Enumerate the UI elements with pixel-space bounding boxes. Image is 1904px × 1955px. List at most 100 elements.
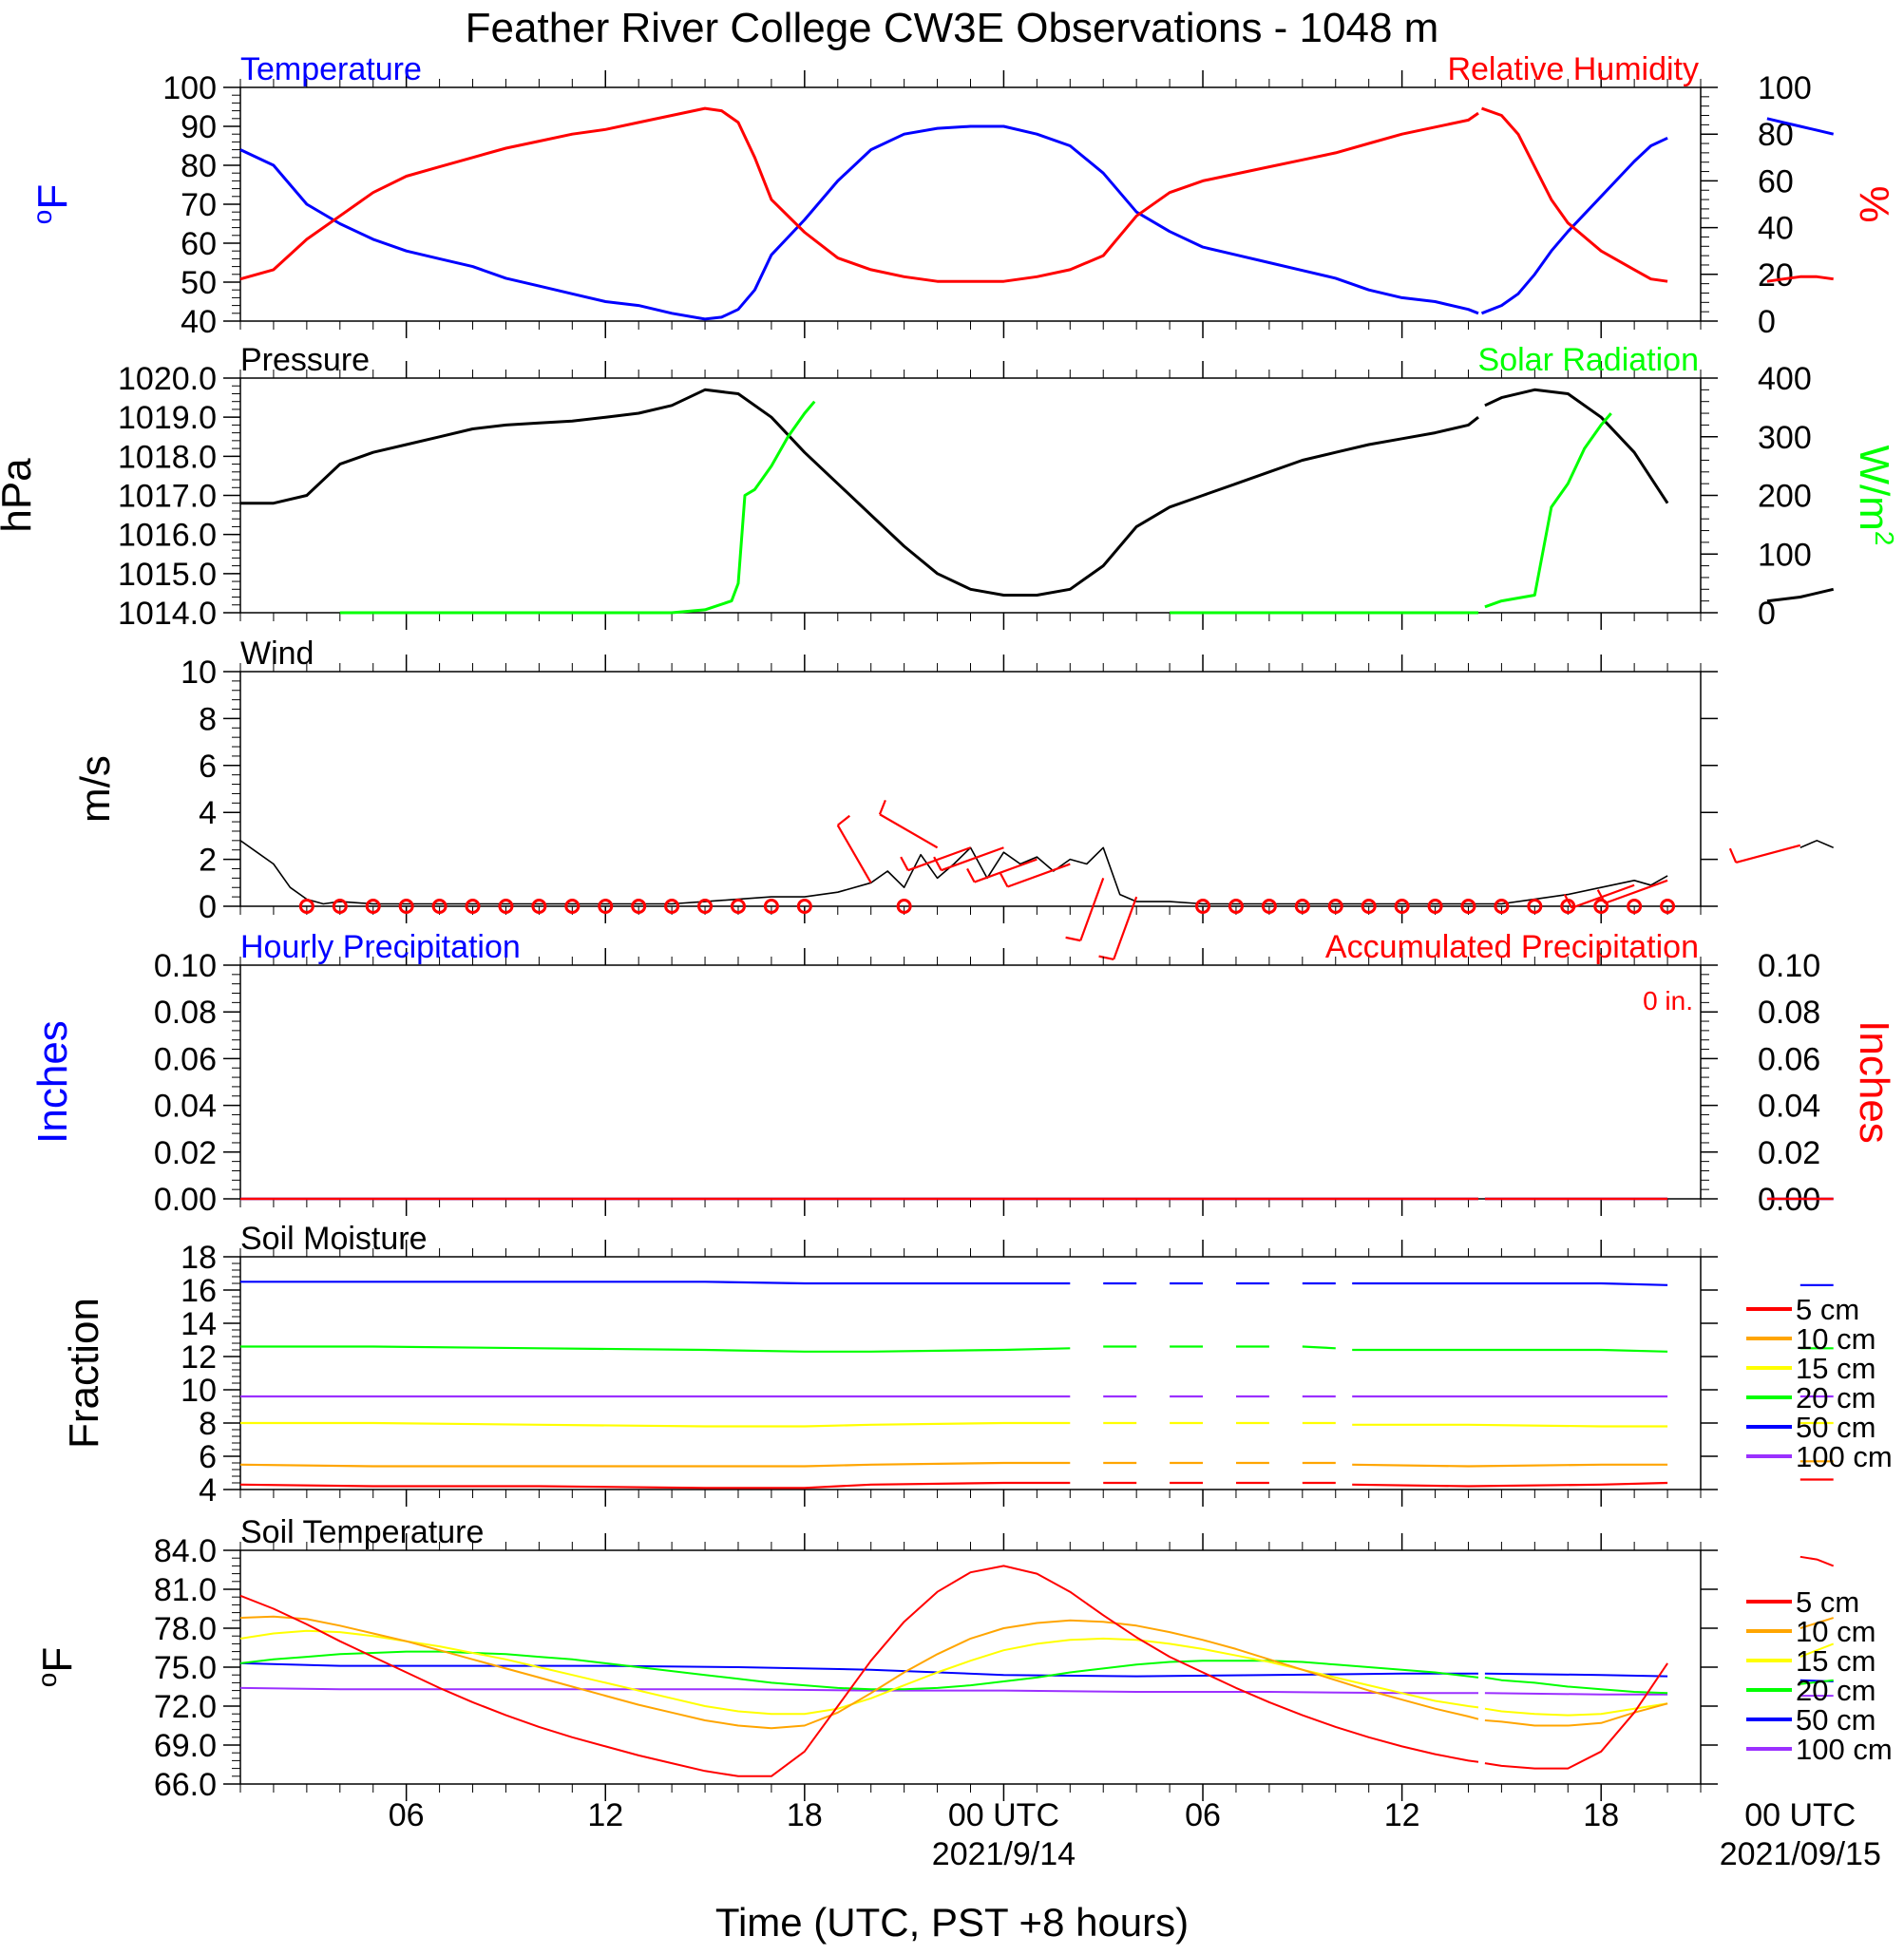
y-tick-label: 4 bbox=[199, 795, 217, 831]
calm-wind-circle bbox=[1195, 899, 1211, 914]
y-tick-label: 90 bbox=[181, 109, 217, 145]
legend-label: 100 cm bbox=[1796, 1440, 1893, 1473]
panel-title-left: Wind bbox=[240, 636, 314, 672]
series-wind bbox=[239, 840, 1835, 905]
panel-title-right: Solar Radiation bbox=[1478, 342, 1699, 378]
y-tick-label: 1018.0 bbox=[118, 439, 217, 475]
wind-barb-flag bbox=[999, 872, 1009, 888]
legend-label: 5 cm bbox=[1796, 1293, 1859, 1326]
y-tick-label: 0.02 bbox=[154, 1135, 217, 1171]
calm-wind-circle bbox=[796, 899, 812, 914]
calm-wind-circle bbox=[631, 899, 647, 914]
calm-wind-circle bbox=[498, 899, 514, 914]
calm-wind-circle bbox=[730, 899, 746, 914]
series-solar-radiation bbox=[339, 400, 1612, 615]
y-tick-label: 100 bbox=[162, 70, 217, 106]
y-tick-label: 16 bbox=[181, 1273, 217, 1309]
panel-title-left: Soil Moisture bbox=[240, 1221, 428, 1257]
y-tick-label: 14 bbox=[181, 1306, 217, 1342]
y-tick-right-label: 0.04 bbox=[1758, 1089, 1820, 1125]
y-tick-label: 80 bbox=[181, 148, 217, 184]
y-tick-label: 1019.0 bbox=[118, 400, 217, 436]
series-pressure bbox=[240, 388, 1835, 603]
panel-frame bbox=[239, 1549, 1702, 1785]
series-10-cm bbox=[239, 1615, 1834, 1730]
wind-barb-flag bbox=[1596, 889, 1607, 904]
legend-label: 20 cm bbox=[1796, 1674, 1875, 1707]
y-tick-label: 0.06 bbox=[154, 1041, 217, 1077]
y-axis-label: m/s bbox=[72, 755, 119, 823]
wind-barb-flag bbox=[1065, 936, 1081, 942]
wind-barb bbox=[907, 846, 971, 872]
wind-barb-flag bbox=[900, 856, 909, 871]
calm-wind-circle bbox=[1394, 899, 1410, 914]
y-axis-label: oF bbox=[32, 1647, 81, 1687]
panel-title-right: Relative Humidity bbox=[1447, 51, 1699, 87]
wind-barb bbox=[1113, 896, 1138, 960]
calm-wind-circle bbox=[763, 899, 779, 914]
panel-title-right: Accumulated Precipitation bbox=[1325, 929, 1699, 965]
wind-barb-flag bbox=[878, 799, 886, 815]
calm-wind-circle bbox=[431, 899, 447, 914]
calm-wind-circle bbox=[1660, 899, 1676, 914]
y-tick-label: 1016.0 bbox=[118, 518, 217, 554]
series-temperature bbox=[239, 117, 1835, 321]
calm-wind-circle bbox=[1527, 899, 1543, 914]
degree-sup: o bbox=[32, 1673, 62, 1688]
series-10-cm bbox=[239, 1460, 1834, 1468]
accumulated-total-label: 0 in. bbox=[1643, 986, 1693, 1015]
panel-frame bbox=[239, 1256, 1702, 1490]
calm-wind-circle bbox=[564, 899, 581, 914]
y-tick-label: 66.0 bbox=[154, 1767, 217, 1803]
calm-wind-circle bbox=[465, 899, 481, 914]
y-tick-label: 81.0 bbox=[154, 1572, 217, 1608]
legend-label: 20 cm bbox=[1796, 1381, 1875, 1414]
unit-sup: 2 bbox=[1870, 531, 1899, 546]
y-axis-label-right: % bbox=[1851, 185, 1897, 222]
x-tick-label: 12 bbox=[1384, 1797, 1420, 1833]
calm-wind-circle bbox=[598, 899, 614, 914]
y-tick-label: 6 bbox=[199, 749, 217, 785]
x-tick-label: 12 bbox=[587, 1797, 623, 1833]
degree-sup: o bbox=[28, 210, 57, 225]
x-tick-label: 06 bbox=[1185, 1797, 1221, 1833]
calm-wind-circle bbox=[664, 899, 680, 914]
y-tick-label: 4 bbox=[199, 1472, 217, 1509]
legend-label: 10 cm bbox=[1796, 1615, 1875, 1648]
wind-barb bbox=[836, 825, 872, 883]
legend-label: 100 cm bbox=[1796, 1733, 1893, 1766]
calm-wind-circle bbox=[1593, 899, 1609, 914]
x-tick-label: 00 UTC bbox=[948, 1797, 1059, 1833]
wind-barb-flag bbox=[1728, 847, 1738, 864]
calm-wind-circle bbox=[1460, 899, 1476, 914]
y-tick-label: 1015.0 bbox=[118, 557, 217, 593]
wind-barb bbox=[941, 846, 1004, 872]
y-tick-right-label: 0.02 bbox=[1758, 1135, 1820, 1171]
y-tick-label: 10 bbox=[181, 1373, 217, 1409]
y-tick-label: 0.04 bbox=[154, 1089, 217, 1125]
calm-wind-circle bbox=[1261, 899, 1277, 914]
y-axis-label: Fraction bbox=[61, 1298, 107, 1449]
y-axis-label: Inches bbox=[29, 1020, 76, 1144]
legend-label: 15 cm bbox=[1796, 1644, 1875, 1678]
y-axis-label-right: Inches bbox=[1851, 1020, 1897, 1144]
legend-label: 10 cm bbox=[1796, 1322, 1875, 1356]
series-50-cm bbox=[239, 1661, 1834, 1682]
y-tick-label: 0.10 bbox=[154, 948, 217, 984]
y-tick-label: 60 bbox=[181, 226, 217, 262]
y-axis-label: hPa bbox=[0, 458, 40, 533]
x-date-label: 2021/9/14 bbox=[932, 1836, 1076, 1872]
y-tick-label: 6 bbox=[199, 1439, 217, 1475]
panel-title-left: Hourly Precipitation bbox=[240, 929, 521, 965]
x-tick-label: 18 bbox=[1583, 1797, 1619, 1833]
y-tick-label: 78.0 bbox=[154, 1611, 217, 1647]
calm-wind-circle bbox=[697, 899, 714, 914]
y-tick-label: 69.0 bbox=[154, 1728, 217, 1764]
calm-wind-circle bbox=[298, 899, 314, 914]
